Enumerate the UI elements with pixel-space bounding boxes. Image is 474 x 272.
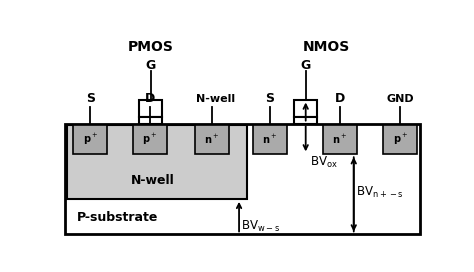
Text: BV$_{\rm ox}$: BV$_{\rm ox}$ [310,154,337,169]
Bar [323,125,357,154]
Text: D: D [335,92,345,105]
Text: BV$_{\rm w-s}$: BV$_{\rm w-s}$ [241,219,280,234]
Bar [67,125,247,199]
Text: N-well: N-well [130,174,174,187]
Bar [195,125,229,154]
Text: P-substrate: P-substrate [77,211,158,224]
Text: p$^+$: p$^+$ [142,132,157,147]
Text: n$^+$: n$^+$ [204,133,219,146]
Bar [294,100,317,117]
Text: N-well: N-well [196,94,236,104]
Text: GND: GND [386,94,414,104]
Bar [133,125,167,154]
Text: p$^+$: p$^+$ [392,132,408,147]
Bar [294,117,317,123]
Text: NMOS: NMOS [303,40,350,54]
Text: D: D [145,92,155,105]
Text: G: G [146,59,156,72]
Text: p$^+$: p$^+$ [82,132,98,147]
Bar [383,125,417,154]
Text: n$^+$: n$^+$ [332,133,347,146]
Bar [253,125,287,154]
Text: S: S [265,92,274,105]
Text: S: S [86,92,95,105]
Bar [139,117,162,123]
Bar [139,100,162,117]
Text: BV$_{\rm n+-s}$: BV$_{\rm n+-s}$ [356,185,403,200]
Text: n$^+$: n$^+$ [263,133,278,146]
Text: PMOS: PMOS [128,40,173,54]
Text: G: G [301,59,311,72]
Bar [65,123,420,234]
Bar [73,125,107,154]
